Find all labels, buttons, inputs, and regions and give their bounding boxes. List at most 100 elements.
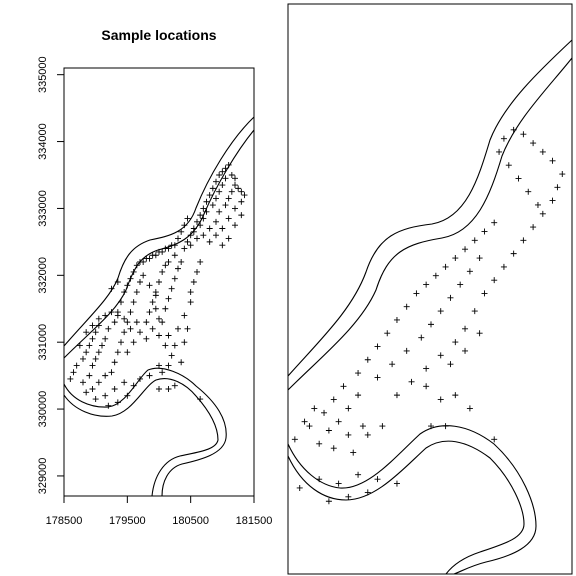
sample-point (316, 476, 323, 483)
sample-point (184, 238, 191, 245)
sample-point (423, 281, 430, 288)
left-river-outlines (63, 116, 255, 497)
sample-point (335, 480, 342, 487)
sample-point (491, 219, 498, 226)
sample-point (447, 294, 454, 301)
sample-point (146, 255, 153, 262)
sample-point (345, 431, 352, 438)
y-tick-label: 332000 (37, 257, 49, 294)
sample-point (133, 262, 140, 269)
sample-point (525, 188, 532, 195)
river-outline (287, 57, 573, 391)
sample-point (118, 339, 124, 346)
river-outline (63, 367, 227, 497)
sample-point (124, 392, 131, 399)
sample-point (452, 339, 459, 346)
sample-point (83, 329, 90, 336)
sample-point (92, 355, 99, 362)
sample-point (156, 362, 162, 369)
sample-point (83, 389, 90, 396)
sample-point (471, 237, 478, 244)
sample-point (216, 188, 223, 195)
sample-point (418, 334, 425, 341)
sample-point (89, 362, 96, 369)
sample-point (175, 325, 181, 332)
sample-point (130, 339, 137, 346)
sample-point (403, 303, 410, 310)
sample-point (462, 347, 469, 354)
sample-point (296, 484, 303, 491)
sample-point (364, 356, 371, 363)
sample-point (481, 228, 488, 235)
sample-point (197, 396, 204, 403)
sample-point (156, 279, 162, 285)
sample-point (111, 319, 118, 326)
sample-point (171, 242, 178, 249)
sample-point (194, 235, 200, 242)
sample-point (105, 402, 112, 409)
sample-point (291, 436, 298, 443)
sample-point (413, 290, 420, 297)
x-tick-label: 181500 (236, 515, 273, 527)
sample-point (222, 202, 229, 209)
sample-point (146, 309, 153, 316)
sample-point (165, 332, 172, 339)
sample-point (190, 228, 197, 235)
sample-point (203, 198, 210, 205)
sample-point (437, 352, 444, 359)
sample-point (89, 322, 96, 329)
sample-point (184, 215, 191, 222)
sample-point (340, 383, 347, 390)
sample-point (491, 436, 498, 443)
sample-point (466, 268, 473, 275)
sample-point (175, 235, 181, 242)
sample-point (393, 480, 400, 487)
sample-point (197, 258, 204, 265)
sample-point (374, 343, 381, 350)
sample-point (241, 192, 248, 199)
left-y-axis: 329000 330000 331000 332000 333000 334000 3350… (37, 56, 64, 494)
sample-point (171, 252, 178, 259)
sample-point (187, 232, 194, 239)
sample-point (130, 382, 137, 389)
sample-point (534, 201, 541, 208)
sample-point (181, 222, 188, 229)
sample-point (137, 329, 143, 336)
sample-point (232, 205, 238, 212)
sample-point (83, 349, 90, 356)
sample-point (491, 277, 498, 284)
sample-point (403, 347, 410, 354)
sample-point (137, 279, 143, 285)
sample-point (549, 197, 556, 204)
sample-point (457, 281, 464, 288)
sample-point (481, 290, 488, 297)
sample-point (86, 342, 93, 349)
sample-point (549, 157, 556, 164)
sample-point (321, 409, 328, 416)
sample-point (311, 405, 318, 412)
sample-point (121, 315, 128, 322)
sample-point (505, 162, 512, 169)
sample-point (86, 372, 93, 379)
left-x-axis: 178500 179500 180500 181500 (46, 496, 273, 527)
sample-point (225, 235, 232, 242)
sample-point (159, 319, 166, 326)
sample-point (306, 423, 313, 430)
sample-point (423, 365, 430, 372)
sample-point (197, 212, 204, 219)
sample-point (181, 245, 188, 252)
sample-point (89, 335, 96, 342)
sample-point (325, 498, 332, 505)
sample-point (133, 319, 140, 326)
sample-point (121, 379, 128, 386)
sample-point (316, 440, 323, 447)
sample-point (175, 265, 181, 272)
sample-point (152, 252, 159, 259)
sample-point (437, 308, 444, 315)
sample-point (393, 316, 400, 323)
sample-point (374, 374, 381, 381)
sample-point (76, 342, 83, 349)
sample-point (350, 449, 357, 456)
sample-point (187, 299, 194, 306)
